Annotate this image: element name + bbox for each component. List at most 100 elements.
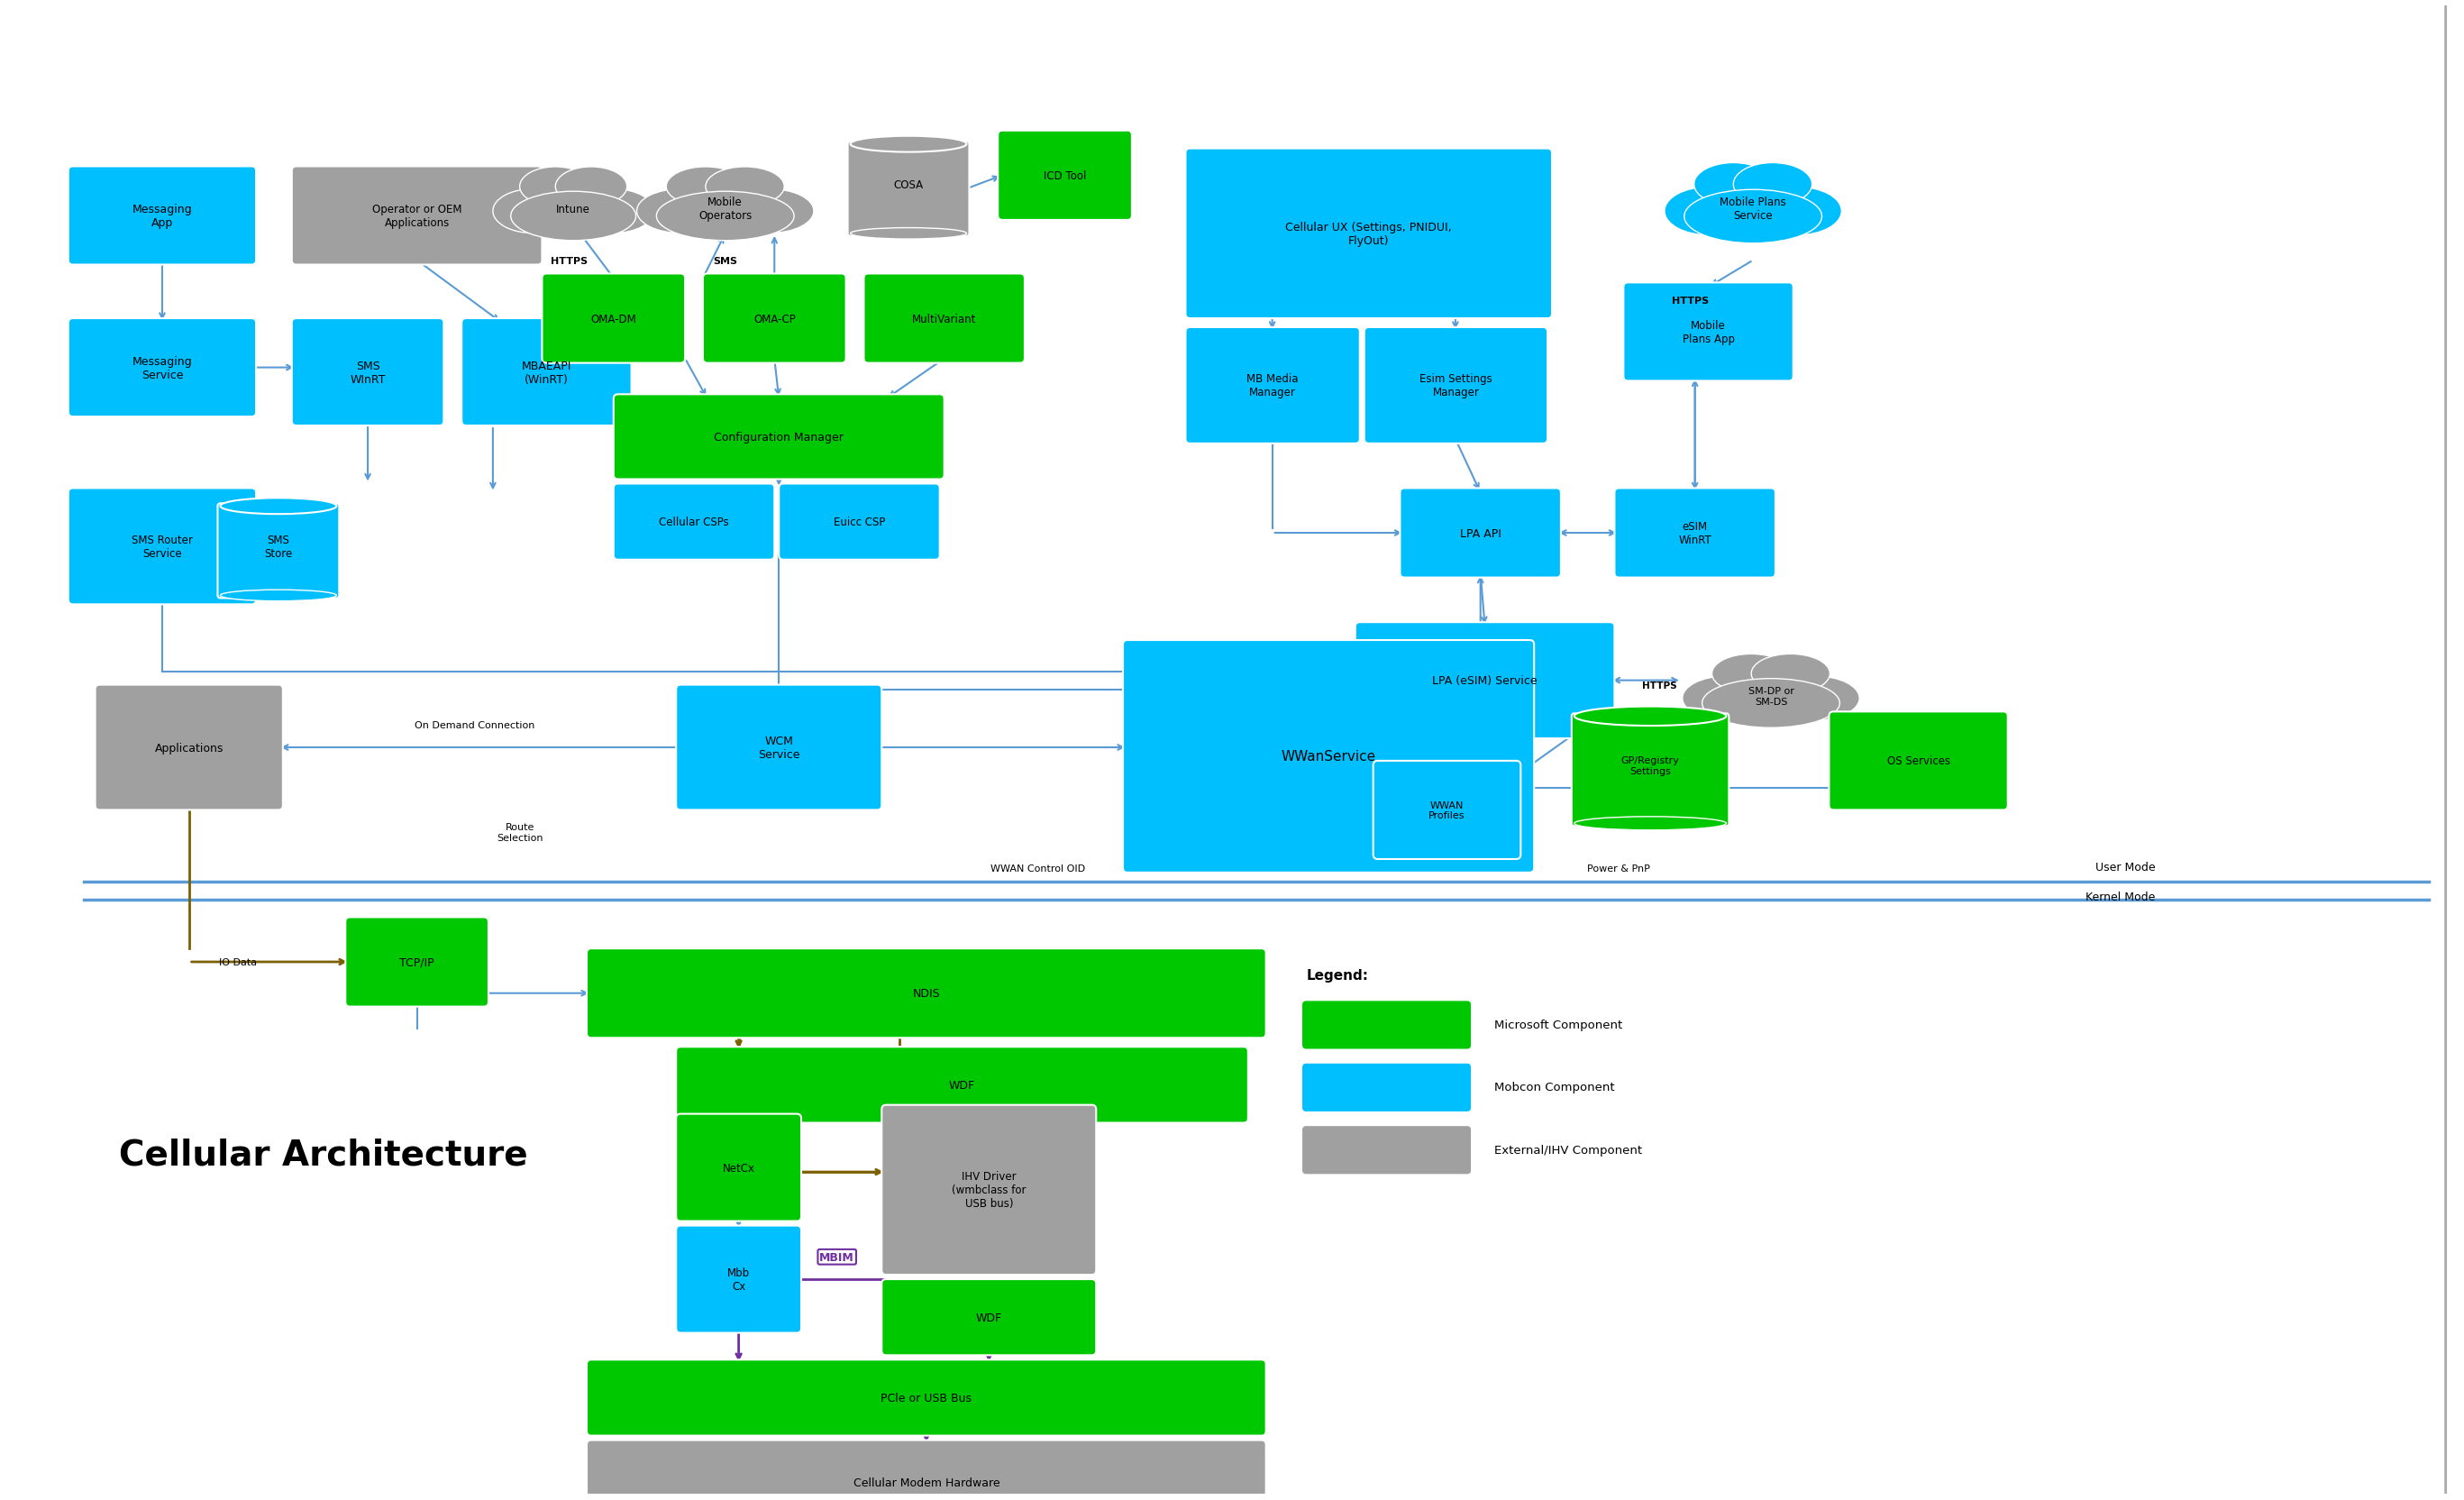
Text: GP/Registry
Settings: GP/Registry Settings xyxy=(1621,756,1680,776)
FancyBboxPatch shape xyxy=(1624,284,1794,381)
Text: MBAEAPI
(WinRT): MBAEAPI (WinRT) xyxy=(522,360,572,386)
Text: SM-DP or
SM-DS: SM-DP or SM-DS xyxy=(1747,687,1794,706)
FancyBboxPatch shape xyxy=(1301,1063,1471,1113)
Text: WWAN
Profiles: WWAN Profiles xyxy=(1429,801,1466,821)
FancyBboxPatch shape xyxy=(96,686,283,810)
Text: HTTPS: HTTPS xyxy=(549,257,586,266)
FancyBboxPatch shape xyxy=(586,949,1266,1038)
Text: WDF: WDF xyxy=(949,1078,976,1090)
Text: Mbb
Cx: Mbb Cx xyxy=(727,1266,749,1292)
Ellipse shape xyxy=(1732,164,1811,207)
FancyBboxPatch shape xyxy=(865,274,1025,363)
Text: Cellular Modem Hardware: Cellular Modem Hardware xyxy=(853,1476,1000,1488)
FancyBboxPatch shape xyxy=(675,1225,801,1333)
Text: eSIM
WinRT: eSIM WinRT xyxy=(1678,520,1712,546)
FancyBboxPatch shape xyxy=(1124,640,1535,873)
Text: LPA API: LPA API xyxy=(1459,528,1501,538)
Text: HTTPS: HTTPS xyxy=(1673,297,1710,306)
FancyBboxPatch shape xyxy=(998,132,1131,220)
FancyBboxPatch shape xyxy=(882,1280,1096,1356)
FancyBboxPatch shape xyxy=(291,166,542,266)
Text: Route
Selection: Route Selection xyxy=(495,824,542,843)
Text: Messaging
App: Messaging App xyxy=(133,204,192,230)
Ellipse shape xyxy=(554,168,626,207)
Ellipse shape xyxy=(1700,166,1806,225)
Ellipse shape xyxy=(493,189,574,234)
Ellipse shape xyxy=(665,168,744,207)
Ellipse shape xyxy=(1703,680,1841,728)
Text: IO Data: IO Data xyxy=(219,957,256,966)
FancyBboxPatch shape xyxy=(1301,1125,1471,1174)
Text: SMS Router
Service: SMS Router Service xyxy=(131,534,192,560)
Text: Mobcon Component: Mobcon Component xyxy=(1493,1082,1614,1094)
FancyBboxPatch shape xyxy=(1572,714,1730,826)
Text: SMS: SMS xyxy=(712,257,737,266)
FancyBboxPatch shape xyxy=(779,484,939,560)
FancyBboxPatch shape xyxy=(1355,622,1614,740)
Text: Mobile Plans
Service: Mobile Plans Service xyxy=(1720,196,1786,222)
Text: Operator or OEM
Applications: Operator or OEM Applications xyxy=(372,204,461,230)
FancyBboxPatch shape xyxy=(1365,328,1547,444)
FancyBboxPatch shape xyxy=(69,166,256,266)
Ellipse shape xyxy=(1752,188,1841,236)
Ellipse shape xyxy=(1752,654,1831,693)
Ellipse shape xyxy=(850,228,966,240)
FancyBboxPatch shape xyxy=(614,484,774,560)
FancyBboxPatch shape xyxy=(291,320,444,426)
FancyBboxPatch shape xyxy=(69,320,256,417)
Text: ICD Tool: ICD Tool xyxy=(1045,170,1087,182)
FancyBboxPatch shape xyxy=(1828,712,2008,810)
Ellipse shape xyxy=(1574,818,1727,831)
Text: OS Services: OS Services xyxy=(1887,756,1949,766)
Ellipse shape xyxy=(219,498,338,514)
FancyBboxPatch shape xyxy=(586,1440,1266,1500)
Text: Cellular UX (Settings, PNIDUI,
FlyOut): Cellular UX (Settings, PNIDUI, FlyOut) xyxy=(1286,222,1451,246)
Ellipse shape xyxy=(219,591,338,602)
FancyBboxPatch shape xyxy=(882,1106,1096,1275)
FancyBboxPatch shape xyxy=(345,918,488,1007)
FancyBboxPatch shape xyxy=(586,1359,1266,1436)
Text: IHV Driver
(wmbclass for
USB bus): IHV Driver (wmbclass for USB bus) xyxy=(951,1170,1025,1209)
FancyBboxPatch shape xyxy=(1400,489,1560,578)
FancyBboxPatch shape xyxy=(1301,1001,1471,1050)
Ellipse shape xyxy=(1772,677,1860,720)
Text: MultiVariant: MultiVariant xyxy=(912,314,976,326)
Ellipse shape xyxy=(655,192,793,242)
Text: Mobile
Operators: Mobile Operators xyxy=(700,196,752,222)
Text: Cellular Architecture: Cellular Architecture xyxy=(118,1137,527,1171)
FancyBboxPatch shape xyxy=(69,489,256,605)
Text: Applications: Applications xyxy=(155,742,224,753)
FancyBboxPatch shape xyxy=(461,320,631,426)
Text: HTTPS: HTTPS xyxy=(1641,681,1676,690)
Text: WWAN Control OID: WWAN Control OID xyxy=(991,864,1087,873)
Ellipse shape xyxy=(510,192,636,242)
Text: WDF: WDF xyxy=(976,1311,1003,1323)
FancyBboxPatch shape xyxy=(1185,149,1552,320)
Text: SMS
WInRT: SMS WInRT xyxy=(350,360,384,386)
Text: OMA-DM: OMA-DM xyxy=(591,314,636,326)
FancyBboxPatch shape xyxy=(1372,760,1520,860)
Text: COSA: COSA xyxy=(894,178,924,190)
FancyBboxPatch shape xyxy=(614,394,944,480)
Text: PCle or USB Bus: PCle or USB Bus xyxy=(880,1392,971,1404)
Text: LPA (eSIM) Service: LPA (eSIM) Service xyxy=(1432,675,1538,687)
Text: TCP/IP: TCP/IP xyxy=(399,957,434,968)
Text: Esim Settings
Manager: Esim Settings Manager xyxy=(1419,374,1493,399)
Text: MB Media
Manager: MB Media Manager xyxy=(1247,374,1299,399)
Text: Kernel Mode: Kernel Mode xyxy=(2085,891,2156,903)
Ellipse shape xyxy=(1574,706,1727,726)
Text: NetCx: NetCx xyxy=(722,1163,754,1173)
FancyBboxPatch shape xyxy=(848,142,968,237)
Text: Mobile
Plans App: Mobile Plans App xyxy=(1683,320,1735,345)
FancyBboxPatch shape xyxy=(675,1047,1249,1124)
Text: Configuration Manager: Configuration Manager xyxy=(715,432,843,442)
Ellipse shape xyxy=(525,170,623,223)
Ellipse shape xyxy=(850,136,966,153)
FancyBboxPatch shape xyxy=(675,1114,801,1221)
Ellipse shape xyxy=(1712,654,1791,693)
Text: On Demand Connection: On Demand Connection xyxy=(414,722,535,731)
Text: External/IHV Component: External/IHV Component xyxy=(1493,1144,1641,1155)
Text: User Mode: User Mode xyxy=(2094,861,2156,873)
Text: Cellular CSPs: Cellular CSPs xyxy=(658,516,729,528)
FancyBboxPatch shape xyxy=(702,274,845,363)
